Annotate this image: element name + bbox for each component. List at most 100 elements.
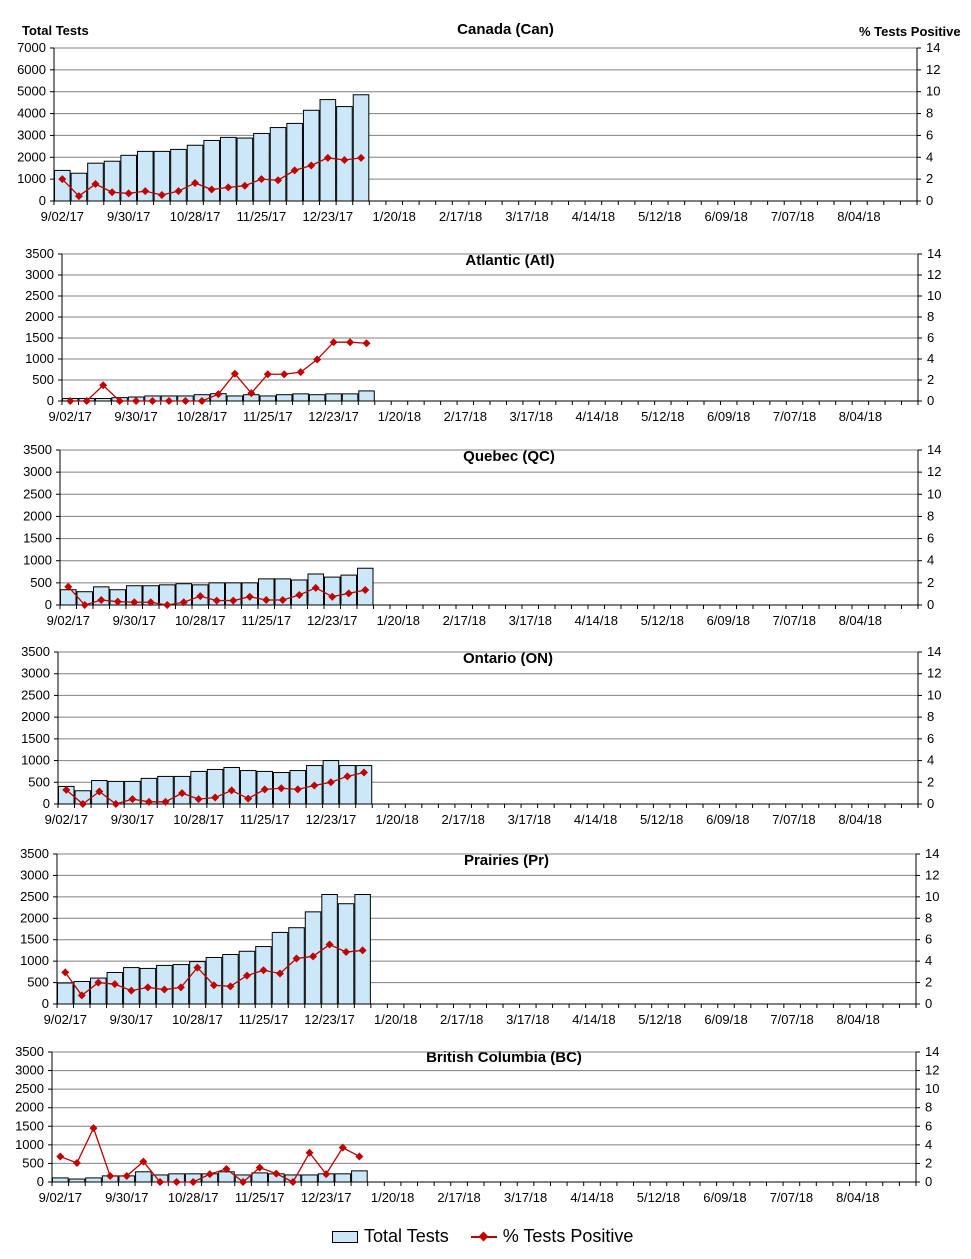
- x-tick-label: 2/17/18: [443, 613, 486, 628]
- point-pct-positive: [359, 768, 368, 777]
- x-tick-label: 1/20/18: [377, 613, 420, 628]
- point-pct-positive: [91, 180, 100, 189]
- point-pct-positive: [222, 1165, 231, 1173]
- legend-bar-swatch: [332, 1230, 358, 1243]
- right-tick-label: 0: [927, 393, 934, 408]
- bar-total-tests: [255, 946, 272, 1005]
- x-tick-label: 5/12/18: [641, 613, 684, 628]
- right-tick-label: 10: [927, 687, 941, 702]
- x-tick-label: 4/14/18: [572, 209, 615, 224]
- point-pct-positive: [311, 583, 320, 592]
- x-tick-label: 8/04/18: [836, 1012, 879, 1027]
- point-pct-positive: [323, 153, 332, 162]
- point-pct-positive: [276, 969, 285, 978]
- bar-total-tests: [123, 967, 140, 1005]
- point-pct-positive: [189, 1178, 198, 1186]
- x-tick-label: 5/12/18: [640, 812, 683, 827]
- right-tick-label: 10: [927, 486, 941, 501]
- left-tick-label: 0: [43, 796, 50, 811]
- right-tick-label: 8: [927, 508, 934, 523]
- bar-total-tests: [253, 132, 270, 202]
- x-tick-label: 10/28/17: [177, 409, 228, 424]
- right-tick-label: 10: [925, 889, 939, 904]
- left-tick-label: 1000: [25, 351, 54, 366]
- panel-title: British Columbia (BC): [426, 1049, 582, 1066]
- left-tick-label: 0: [37, 1174, 44, 1189]
- x-tick-label: 9/02/17: [39, 1190, 82, 1205]
- point-pct-positive: [240, 181, 249, 190]
- left-tick-label: 0: [42, 996, 49, 1011]
- point-pct-positive: [130, 598, 139, 607]
- x-tick-label: 6/09/18: [704, 209, 747, 224]
- point-pct-positive: [176, 983, 185, 992]
- x-tick-label: 10/28/17: [175, 613, 226, 628]
- point-pct-positive: [361, 586, 370, 595]
- left-tick-label: 3000: [15, 1063, 44, 1078]
- bar-total-tests: [52, 1177, 69, 1183]
- x-tick-label: 8/04/18: [839, 613, 882, 628]
- left-tick-label: 4000: [17, 106, 46, 121]
- point-pct-positive: [111, 800, 120, 808]
- right-tick-label: 10: [927, 288, 941, 303]
- point-pct-positive: [161, 797, 170, 806]
- point-pct-positive: [343, 772, 352, 781]
- x-tick-label: 3/17/18: [508, 812, 551, 827]
- x-tick-label: 2/17/18: [440, 1012, 483, 1027]
- x-tick-label: 12/23/17: [304, 1012, 355, 1027]
- left-tick-label: 500: [22, 1155, 44, 1170]
- right-tick-label: 6: [927, 731, 934, 746]
- left-tick-label: 1500: [20, 932, 49, 947]
- left-tick-label: 3500: [23, 442, 52, 457]
- left-tick-label: 3500: [15, 1044, 44, 1059]
- point-pct-positive: [61, 968, 70, 977]
- legend-label-pct-positive: % Tests Positive: [502, 1226, 634, 1246]
- left-tick-label: 2000: [20, 910, 49, 925]
- x-tick-label: 11/25/17: [240, 812, 290, 827]
- point-pct-positive: [193, 963, 202, 972]
- bar-total-tests: [236, 137, 254, 202]
- right-tick-label: 8: [925, 1100, 932, 1115]
- point-pct-positive: [80, 601, 89, 609]
- point-pct-positive: [355, 1152, 364, 1161]
- right-tick-label: 14: [926, 40, 940, 55]
- bar-total-tests: [54, 169, 71, 202]
- x-tick-label: 1/20/18: [378, 409, 421, 424]
- x-tick-label: 8/04/18: [839, 409, 882, 424]
- right-tick-label: 2: [925, 1155, 932, 1170]
- x-tick-label: 3/17/18: [509, 409, 552, 424]
- legend-line-swatch: [470, 1235, 497, 1238]
- right-tick-label: 0: [925, 1174, 932, 1189]
- panel-title: Prairies (Pr): [464, 852, 549, 869]
- left-tick-label: 3000: [23, 464, 52, 479]
- point-pct-positive: [274, 176, 283, 185]
- left-tick-label: 1500: [23, 531, 52, 546]
- panel-title: Canada (Can): [457, 21, 554, 38]
- x-tick-label: 3/17/18: [509, 613, 552, 628]
- left-tick-label: 0: [45, 597, 52, 612]
- x-tick-label: 8/04/18: [836, 1190, 879, 1205]
- x-tick-label: 3/17/18: [504, 1190, 547, 1205]
- x-tick-label: 5/12/18: [637, 1190, 680, 1205]
- left-tick-label: 2500: [25, 288, 54, 303]
- point-pct-positive: [230, 369, 239, 378]
- left-tick-label: 2000: [17, 149, 46, 164]
- left-tick-label: 2000: [23, 508, 52, 523]
- right-tick-label: 14: [927, 246, 941, 261]
- point-pct-positive: [344, 589, 353, 598]
- point-pct-positive: [106, 1171, 115, 1180]
- x-tick-label: 7/07/18: [770, 1012, 813, 1027]
- x-tick-label: 6/09/18: [703, 1190, 746, 1205]
- x-tick-label: 11/25/17: [243, 409, 293, 424]
- point-pct-positive: [247, 389, 256, 398]
- x-tick-label: 2/17/18: [439, 209, 482, 224]
- point-pct-positive: [163, 601, 172, 609]
- right-tick-label: 0: [927, 597, 934, 612]
- left-tick-label: 1000: [23, 553, 52, 568]
- x-tick-label: 9/02/17: [44, 1012, 87, 1027]
- x-tick-label: 11/25/17: [239, 1012, 289, 1027]
- x-tick-label: 9/02/17: [49, 409, 92, 424]
- point-pct-positive: [132, 397, 141, 405]
- left-tick-label: 1000: [17, 171, 46, 186]
- left-tick-label: 2500: [15, 1081, 44, 1096]
- point-pct-positive: [310, 781, 319, 790]
